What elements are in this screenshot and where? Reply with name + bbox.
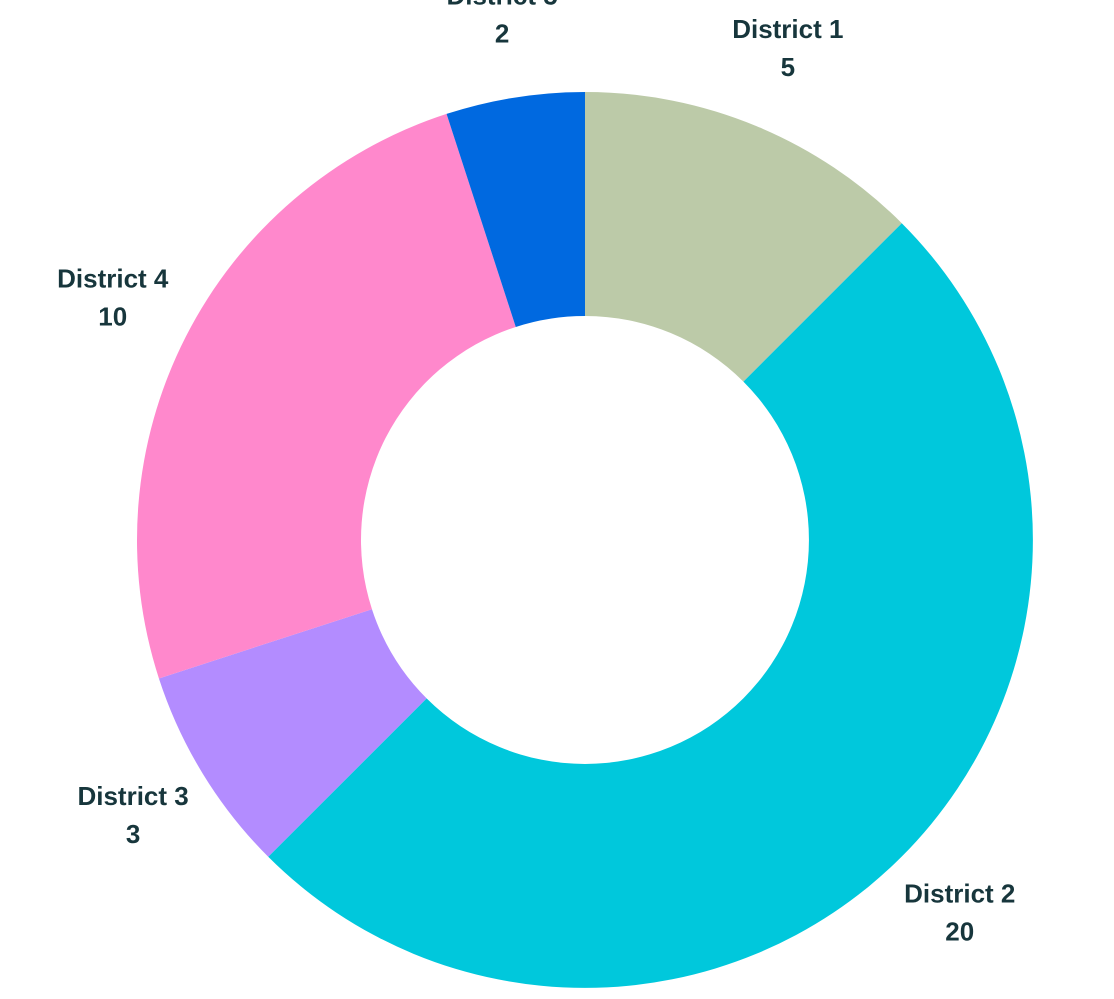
page: {"chart_data": {"type": "donut", "catego… xyxy=(0,0,1114,999)
segment-label: District 5 xyxy=(446,0,557,10)
segment-label: District 2 xyxy=(904,879,1015,909)
segment-label: District 3 xyxy=(77,781,188,811)
segment-label: District 4 xyxy=(57,263,169,293)
segment-value: 10 xyxy=(98,301,127,331)
donut-segment xyxy=(137,114,516,679)
segment-label: District 1 xyxy=(732,14,843,44)
segment-value: 5 xyxy=(781,52,795,82)
segment-value: 20 xyxy=(945,917,974,947)
segment-value: 2 xyxy=(495,18,509,48)
segment-value: 3 xyxy=(126,819,140,849)
chart: District 1 5 District 2 20 District 3 3 Distri… xyxy=(0,0,1114,999)
